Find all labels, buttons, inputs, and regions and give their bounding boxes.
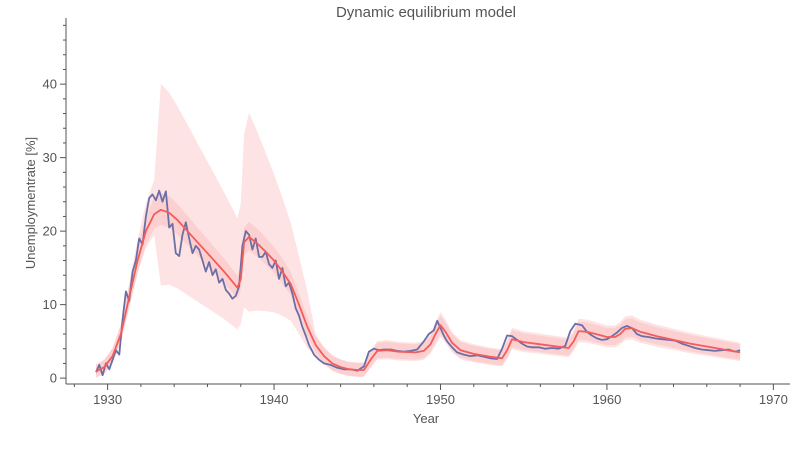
y-tick-label: 40 <box>43 77 57 92</box>
data-series-line <box>95 189 741 377</box>
y-tick-label: 30 <box>43 150 57 165</box>
model-series-line <box>95 208 741 373</box>
x-tick-label: 1940 <box>260 392 289 407</box>
y-tick-label: 20 <box>43 224 57 239</box>
axis-ticks: 1930 1940 1950 1960 1970 0 10 20 30 40 <box>43 24 788 407</box>
y-tick-label: 0 <box>50 371 57 386</box>
x-tick-label: 1970 <box>759 392 788 407</box>
y-tick-label: 10 <box>43 297 57 312</box>
uncertainty-bands <box>96 83 741 378</box>
x-tick-label: 1930 <box>93 392 122 407</box>
outer-band <box>96 83 741 377</box>
x-axis-label: Year <box>413 411 440 426</box>
y-axis-label: Unemploymentrate [%] <box>23 137 38 269</box>
series-layer <box>95 189 741 377</box>
x-tick-label: 1960 <box>592 392 621 407</box>
chart-title: Dynamic equilibrium model <box>336 4 516 21</box>
x-tick-label: 1950 <box>426 392 455 407</box>
